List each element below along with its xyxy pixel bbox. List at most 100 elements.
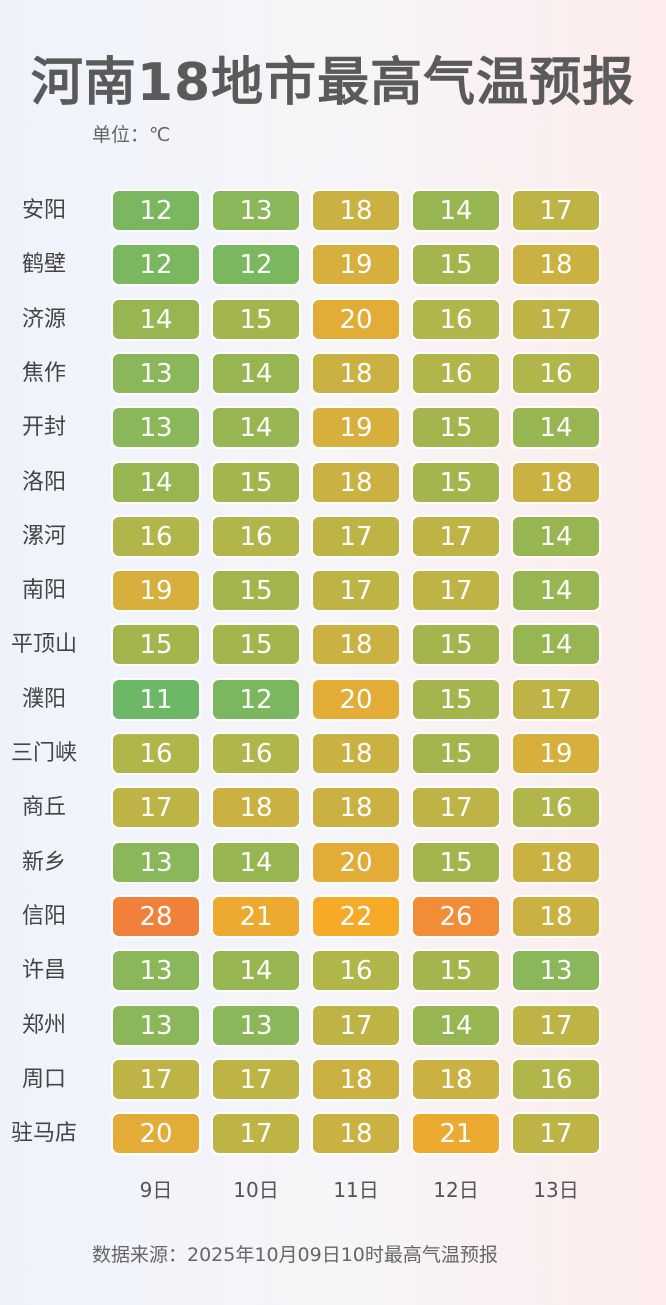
city-label: 驻马店 [10,1121,77,1147]
heatmap-cell: 17 [411,514,501,558]
city-label: 平顶山 [10,632,77,658]
day-label: 13日 [533,1178,579,1202]
city-label: 鹤壁 [21,252,66,278]
heatmap-cell: 18 [411,1057,501,1101]
heatmap-cell: 15 [211,297,301,341]
heatmap-cell: 14 [511,406,601,450]
city-label: 济源 [21,306,66,332]
heatmap-cell: 12 [111,243,201,287]
heatmap-cell: 13 [111,406,201,450]
city-label: 开封 [21,415,66,441]
city-label: 安阳 [21,198,66,223]
heatmap-cell: 15 [211,460,301,504]
heatmap-cell: 17 [411,569,501,613]
heatmap-cell: 17 [311,514,401,558]
heatmap-cell: 16 [411,297,501,341]
heatmap-cell: 20 [311,840,401,884]
heatmap-cell: 13 [111,1003,201,1047]
heatmap-cell: 17 [311,569,401,613]
unit-label: 单位：℃ [92,124,171,146]
heatmap-cell: 14 [511,569,601,613]
heatmap-cell: 15 [211,623,301,667]
heatmap-cell: 17 [111,1057,201,1101]
heatmap-cell: 18 [511,840,601,884]
heatmap-cell: 16 [511,1057,601,1101]
day-label: 11日 [333,1178,379,1202]
city-label: 许昌 [21,958,66,984]
heatmap-cell: 17 [211,1057,301,1101]
heatmap-cell: 15 [411,677,501,721]
heatmap-cell: 18 [311,189,401,232]
heatmap-cell: 17 [511,1112,601,1156]
chart-title: 河南18地市最高气温预报 [30,53,636,113]
heatmap-cell: 13 [111,949,201,993]
heatmap-cell: 13 [111,840,201,884]
heatmap-cell: 15 [411,840,501,884]
heatmap-cell: 14 [211,351,301,395]
city-label: 南阳 [21,578,66,604]
heatmap-cell: 14 [211,406,301,450]
heatmap-cell: 18 [311,460,401,504]
heatmap-cell: 17 [511,297,601,341]
heatmap-cell: 19 [311,406,401,450]
heatmap-cell: 17 [211,1112,301,1156]
heatmap-cell: 18 [511,243,601,287]
heatmap-cell: 15 [111,623,201,667]
city-label: 洛阳 [21,469,66,495]
heatmap-cell: 18 [311,732,401,775]
day-label: 12日 [433,1178,479,1202]
heatmap-cell: 17 [511,189,601,232]
heatmap-cell: 18 [311,786,401,830]
heatmap-cell: 26 [411,894,501,938]
heatmap-cell: 14 [111,297,201,341]
heatmap-cell: 11 [111,677,201,721]
city-label: 濮阳 [21,686,66,712]
heatmap-cell: 15 [411,406,501,450]
heatmap-cell: 15 [411,243,501,287]
heatmap-cell: 17 [411,786,501,830]
heatmap-cell: 18 [311,1112,401,1156]
city-label: 新乡 [21,849,66,875]
heatmap-cell: 14 [211,949,301,993]
heatmap-cell: 22 [311,894,401,938]
heatmap-cell: 18 [311,623,401,667]
heatmap-cell: 18 [311,1057,401,1101]
heatmap-cell: 28 [111,894,201,938]
heatmap-cell: 17 [511,1003,601,1047]
heatmap-cell: 20 [111,1112,201,1156]
heatmap-cell: 16 [211,732,301,775]
city-label: 商丘 [21,795,66,821]
city-label: 周口 [21,1066,66,1092]
heatmap-cell: 14 [111,460,201,504]
heatmap-cell: 14 [211,840,301,884]
heatmap-cell: 15 [411,460,501,504]
heatmap-cell: 16 [111,732,201,775]
heatmap-cell: 14 [411,1003,501,1047]
heatmap-cell: 15 [411,732,501,775]
heatmap-cell: 21 [211,894,301,938]
heatmap-cell: 14 [511,514,601,558]
heatmap-cell: 21 [411,1112,501,1156]
heatmap-cell: 16 [311,949,401,993]
heatmap-cell: 18 [211,786,301,830]
heatmap-cell: 20 [311,297,401,341]
heatmap-cell: 15 [411,949,501,993]
city-label: 焦作 [21,360,66,386]
day-label: 9日 [139,1178,173,1202]
heatmap-cell: 13 [111,351,201,395]
heatmap-cell: 17 [111,786,201,830]
heatmap-cell: 16 [211,514,301,558]
heatmap-cell: 12 [211,243,301,287]
heatmap-cell: 16 [111,514,201,558]
heatmap-cell: 18 [511,460,601,504]
heatmap-cell: 19 [511,732,601,775]
heatmap-cell: 18 [511,894,601,938]
heatmap-cell: 16 [411,351,501,395]
city-label: 三门峡 [10,741,77,766]
city-label: 信阳 [21,903,66,929]
heatmap-cell: 13 [211,1003,301,1047]
heatmap-cell: 12 [111,189,201,232]
heatmap-cell: 17 [311,1003,401,1047]
heatmap-cell: 18 [311,351,401,395]
city-label: 郑州 [21,1012,66,1038]
